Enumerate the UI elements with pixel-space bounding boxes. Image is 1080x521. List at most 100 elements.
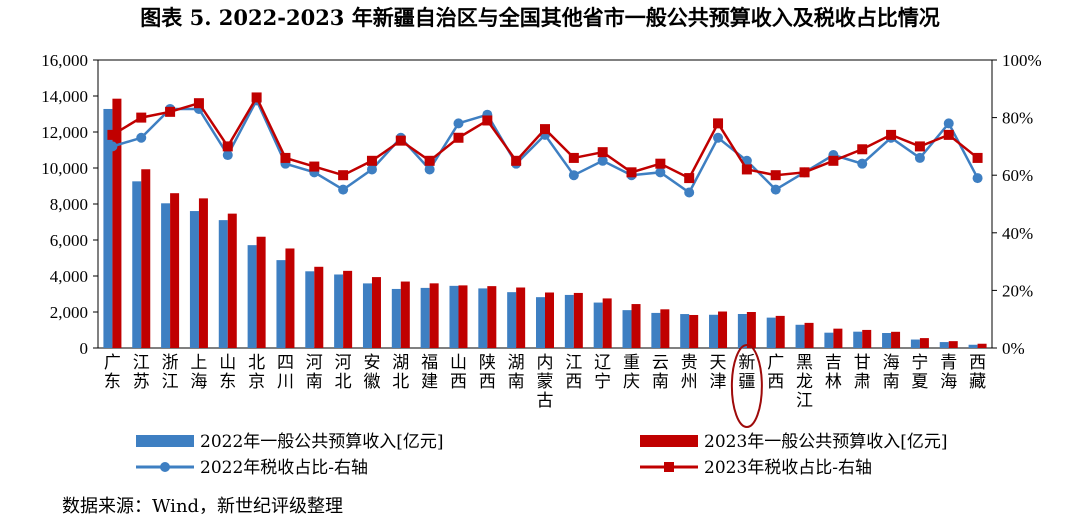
category-label: 安徽: [363, 353, 380, 392]
category-label: 海南: [883, 353, 900, 392]
category-label: 河南: [306, 353, 323, 392]
bar-2022: [276, 260, 286, 348]
bar-2022: [189, 211, 199, 348]
bar-2023: [141, 169, 151, 348]
bar-2022: [478, 288, 488, 348]
bar-2023: [833, 328, 843, 348]
bar-2023: [516, 287, 526, 348]
legend-label: 2022年税收占比-右轴: [200, 458, 368, 478]
tax-share-2023-point: [655, 158, 666, 169]
tax-share-2023-point: [424, 155, 435, 166]
bar-2023: [429, 283, 439, 348]
bar-2023: [227, 213, 237, 348]
category-label: 上海: [190, 353, 207, 392]
tax-share-2022-point: [597, 155, 608, 166]
legend-swatch-bar: [136, 435, 194, 447]
category-label: 宁夏: [911, 353, 928, 392]
bar-2022: [161, 203, 171, 348]
bar-2022: [824, 332, 834, 348]
bar-2023: [285, 248, 295, 348]
tax-share-2023-point: [338, 170, 349, 181]
legend-swatch-bar: [640, 435, 698, 447]
category-label: 内蒙古: [537, 353, 554, 411]
tax-share-2022-point: [914, 152, 925, 163]
tax-share-2022-point: [366, 164, 377, 175]
tax-share-2022-point: [972, 173, 983, 184]
tax-share-2023-point: [309, 161, 320, 172]
legend-label: 2023年税收占比-右轴: [704, 458, 872, 478]
legend: 2022年一般公共预算收入[亿元] 2023年一般公共预算收入[亿元] 2022年税…: [136, 432, 948, 478]
tax-share-2022-point: [655, 167, 666, 178]
tax-share-2023-point: [914, 141, 925, 152]
bar-2022: [420, 287, 430, 348]
legend-label: 2022年一般公共预算收入[亿元]: [200, 432, 444, 452]
bar-2022: [132, 181, 142, 348]
axes: 0 2,000 4,000 6,000 8,000 10,000 12,000 14,000 1…: [41, 51, 1041, 358]
bar-2023: [602, 298, 612, 348]
category-label: 四川: [277, 353, 294, 392]
bar-2023: [371, 277, 381, 348]
bar-2023: [746, 312, 756, 348]
bar-2022: [939, 342, 949, 348]
bar-2022: [968, 344, 978, 348]
source-note: 数据来源：Wind，新世纪评级整理: [62, 496, 344, 517]
bar-2023: [487, 286, 497, 348]
tax-share-2023-point: [251, 92, 262, 103]
chart-title: 图表 5. 2022-2023 年新疆自治区与全国其他省市一般公共预算收入及税收…: [140, 5, 940, 30]
right-tick-label: 60%: [1002, 166, 1033, 185]
tax-share-2023-point: [597, 147, 608, 158]
highlight-ellipse: [730, 344, 763, 428]
category-label: 山东: [219, 353, 236, 392]
bar-2022: [651, 312, 661, 348]
left-tick-label: 14,000: [41, 87, 88, 106]
category-label: 西藏: [969, 353, 986, 392]
category-label: 云南: [652, 353, 669, 392]
category-label: 天津: [710, 353, 727, 392]
bar-2022: [680, 314, 690, 348]
tax-share-2022-point: [568, 170, 579, 181]
tax-share-2023-point: [453, 132, 464, 143]
bar-2022: [103, 108, 113, 349]
tax-share-2022-point: [943, 118, 954, 129]
category-label: 浙江: [162, 353, 179, 392]
bar-2023: [948, 341, 958, 348]
category-label: 江西: [565, 353, 582, 392]
tax-share-2023-point: [222, 141, 233, 152]
category-label: 新疆: [738, 353, 755, 392]
bar-2022: [536, 297, 545, 348]
category-label: 湖南: [508, 353, 525, 392]
bars: [103, 98, 987, 349]
bar-2023: [689, 314, 699, 348]
tax-share-2023-point: [511, 155, 522, 166]
category-label: 贵州: [681, 353, 698, 392]
category-label: 湖北: [392, 353, 409, 392]
bar-2023: [198, 198, 208, 348]
category-label: 吉林: [825, 353, 842, 392]
bar-2023: [718, 311, 728, 348]
left-tick-label: 6,000: [50, 231, 88, 250]
right-tick-label: 20%: [1002, 281, 1033, 300]
bar-2022: [334, 274, 344, 348]
bar-2022: [247, 245, 257, 348]
tax-share-2023-point: [684, 173, 695, 184]
bar-2023: [112, 98, 122, 348]
tax-share-2022-point: [857, 158, 868, 169]
tax-share-2023-point: [943, 129, 954, 140]
tax-share-2023-point: [626, 167, 637, 178]
bar-2023: [343, 270, 353, 348]
bar-2022: [507, 292, 517, 348]
left-tick-label: 2,000: [50, 303, 88, 322]
right-tick-label: 100%: [1002, 51, 1042, 70]
lines: [107, 92, 983, 198]
tax-share-2023-point: [799, 167, 810, 178]
bar-2022: [910, 339, 920, 348]
bar-2022: [564, 294, 574, 348]
category-label: 北京: [248, 353, 265, 392]
legend-label: 2023年一般公共预算收入[亿元]: [704, 432, 948, 452]
right-tick-label: 0%: [1002, 339, 1025, 358]
tax-share-2023-point: [568, 152, 579, 163]
bar-2022: [449, 285, 459, 348]
bar-2022: [882, 333, 892, 348]
category-label: 江苏: [133, 353, 150, 392]
tax-share-2022-point: [136, 132, 147, 143]
